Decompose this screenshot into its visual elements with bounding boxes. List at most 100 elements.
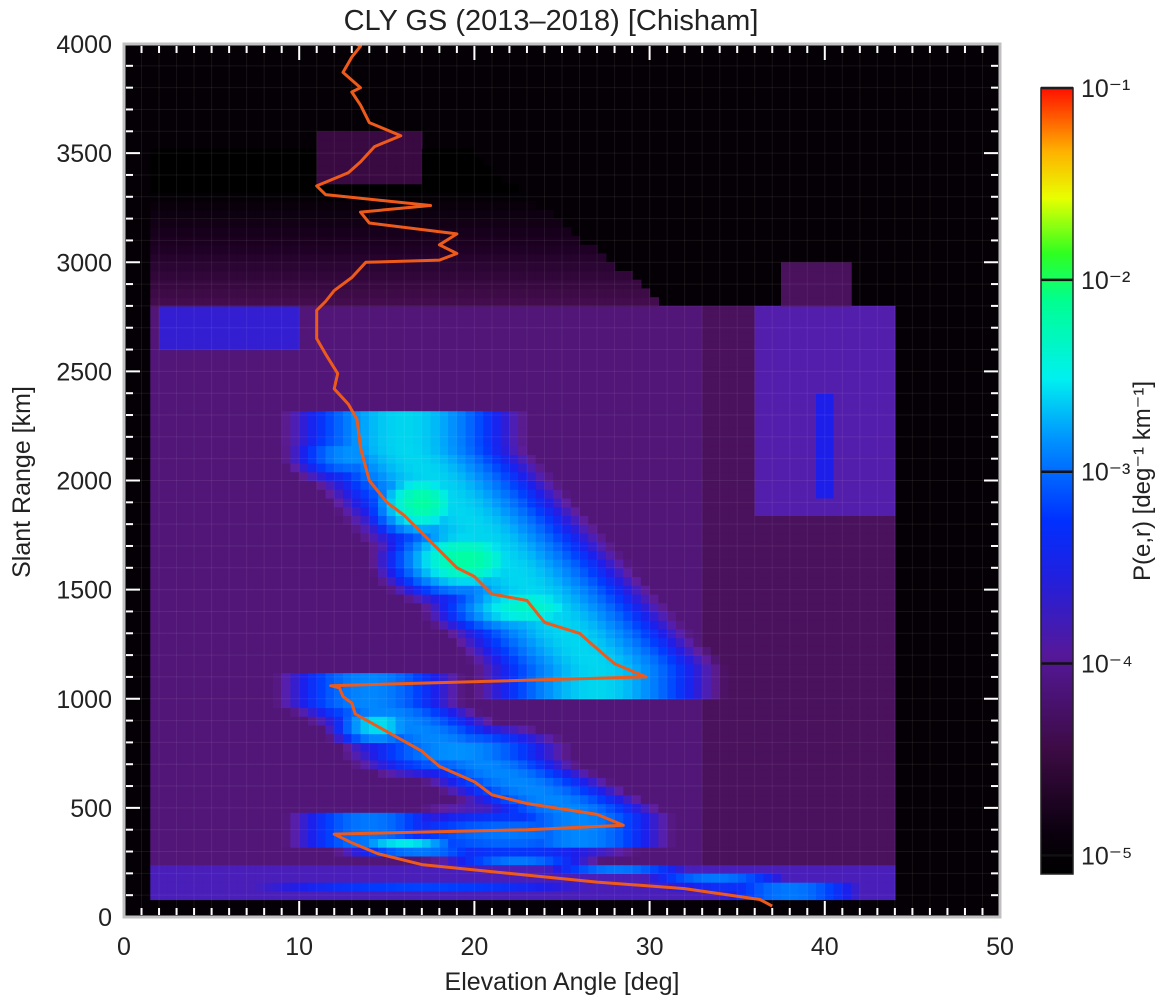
- heatmap-cell: [220, 515, 230, 525]
- heatmap-cell: [299, 288, 309, 298]
- heatmap-cell: [640, 567, 651, 578]
- heatmap-cell: [255, 777, 265, 787]
- heatmap-cell: [272, 532, 283, 543]
- heatmap-cell: [159, 262, 169, 272]
- heatmap-cell: [281, 183, 292, 193]
- heatmap-cell: [430, 602, 440, 612]
- heatmap-cell: [150, 786, 160, 796]
- heatmap-cell: [167, 436, 178, 447]
- heatmap-cell: [378, 288, 388, 298]
- heatmap-cell: [667, 716, 677, 726]
- heatmap-cell: [395, 410, 405, 420]
- heatmap-cell: [509, 227, 519, 237]
- heatmap-cell: [246, 393, 256, 403]
- heatmap-cell: [413, 681, 423, 691]
- heatmap-cell: [588, 454, 598, 464]
- heatmap-cell: [211, 489, 221, 499]
- heatmap-cell: [456, 628, 467, 639]
- heatmap-cell: [343, 218, 353, 228]
- heatmap-cell: [194, 166, 204, 176]
- heatmap-cell: [264, 707, 274, 717]
- heatmap-cell: [605, 559, 616, 569]
- heatmap-cell: [579, 498, 589, 508]
- heatmap-cell: [588, 794, 598, 805]
- heatmap-cell: [579, 340, 589, 351]
- heatmap-cell: [456, 786, 467, 796]
- heatmap-cell: [369, 759, 379, 770]
- heatmap-cell: [562, 637, 572, 647]
- heatmap-cell: [518, 672, 528, 682]
- heatmap-cell: [623, 436, 633, 447]
- heatmap-cell: [675, 829, 686, 839]
- heatmap-cell: [316, 541, 327, 551]
- heatmap-cell: [185, 559, 195, 569]
- heatmap-cell: [194, 340, 204, 351]
- heatmap-cell: [176, 628, 186, 639]
- heatmap-cell: [290, 244, 300, 255]
- heatmap-cell: [343, 375, 353, 385]
- heatmap-cell: [325, 559, 335, 569]
- heatmap-cell: [378, 236, 388, 246]
- heatmap-cell: [675, 882, 686, 892]
- heatmap-cell: [194, 498, 204, 508]
- heatmap-cell: [386, 794, 397, 805]
- heatmap-cell: [316, 262, 327, 272]
- heatmap-cell: [483, 594, 493, 604]
- heatmap-cell: [194, 253, 204, 263]
- heatmap-cell: [272, 157, 283, 167]
- heatmap-cell: [159, 358, 169, 368]
- heatmap-cell: [456, 175, 467, 185]
- heatmap-cell: [465, 393, 475, 403]
- heatmap-cell: [632, 532, 642, 543]
- heatmap-cell: [518, 262, 528, 272]
- heatmap-cell: [325, 262, 335, 272]
- heatmap-cell: [404, 489, 414, 499]
- heatmap-cell: [194, 305, 204, 316]
- heatmap-cell: [229, 637, 239, 647]
- heatmap-cell: [185, 794, 195, 805]
- heatmap-cell: [211, 690, 221, 700]
- heatmap-cell: [185, 620, 195, 630]
- heatmap-cell: [299, 655, 309, 665]
- heatmap-cell: [360, 620, 370, 630]
- heatmap-cell: [527, 419, 537, 429]
- heatmap-cell: [272, 323, 283, 333]
- heatmap-cell: [491, 646, 502, 656]
- heatmap-cell: [281, 759, 292, 770]
- heatmap-cell: [448, 847, 458, 857]
- heatmap-cell: [220, 663, 230, 674]
- heatmap-cell: [272, 873, 283, 883]
- heatmap-cell: [360, 759, 370, 770]
- heatmap-cell: [518, 812, 528, 822]
- heatmap-cell: [640, 410, 651, 420]
- heatmap-cell: [509, 262, 519, 272]
- heatmap-cell: [658, 768, 668, 778]
- heatmap-cell: [395, 594, 405, 604]
- heatmap-cell: [483, 166, 493, 176]
- heatmap-cell: [150, 864, 160, 874]
- heatmap-cell: [404, 314, 414, 324]
- heatmap-cell: [658, 759, 668, 770]
- heatmap-cell: [237, 375, 248, 385]
- heatmap-cell: [439, 759, 449, 770]
- heatmap-cell: [395, 541, 405, 551]
- heatmap-cell: [211, 471, 221, 482]
- heatmap-cell: [658, 393, 668, 403]
- heatmap-cell: [579, 882, 589, 892]
- heatmap-cell: [299, 602, 309, 612]
- heatmap-cell: [159, 166, 169, 176]
- heatmap-cell: [649, 602, 659, 612]
- heatmap-cell: [246, 628, 256, 639]
- heatmap-cell: [272, 218, 283, 228]
- heatmap-cell: [518, 288, 528, 298]
- heatmap-cell: [404, 498, 414, 508]
- heatmap-cell: [334, 506, 344, 516]
- heatmap-cell: [404, 829, 414, 839]
- heatmap-cell: [413, 559, 423, 569]
- heatmap-cell: [211, 148, 221, 159]
- heatmap-cell: [351, 559, 362, 569]
- heatmap-cell: [386, 594, 397, 604]
- heatmap-cell: [667, 812, 677, 822]
- heatmap-cell: [404, 532, 414, 543]
- heatmap-cell: [509, 559, 519, 569]
